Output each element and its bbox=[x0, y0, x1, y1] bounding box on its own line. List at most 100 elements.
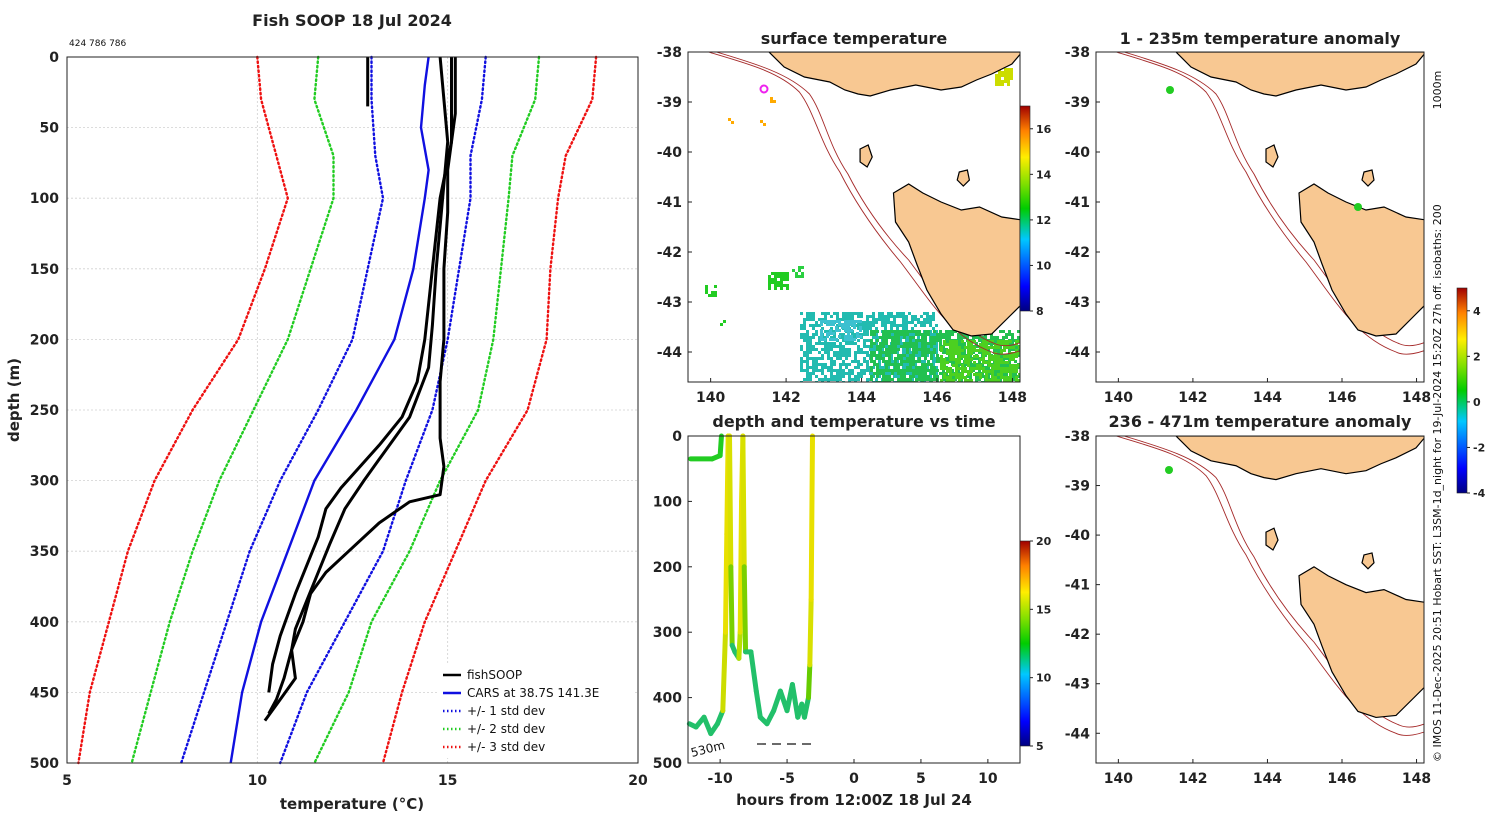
sst-pixel bbox=[891, 372, 894, 375]
sst-pixel bbox=[1009, 373, 1012, 376]
map-y-tick-label: -39 bbox=[1065, 479, 1090, 495]
sst-pixel bbox=[760, 120, 763, 123]
sst-pixel bbox=[866, 360, 869, 363]
sst-pixel bbox=[967, 349, 970, 352]
sst-pixel bbox=[978, 336, 981, 339]
sst-pixel bbox=[859, 326, 862, 329]
sst-pixel bbox=[985, 343, 988, 346]
anomaly-2-obs-point bbox=[1165, 466, 1173, 474]
sst-pixel bbox=[896, 345, 899, 348]
sst-pixel bbox=[847, 323, 850, 326]
sst-pixel bbox=[987, 366, 990, 369]
sst-pixel bbox=[851, 312, 854, 315]
sst-pixel bbox=[857, 375, 860, 378]
sst-pixel bbox=[964, 376, 967, 379]
sst-pixel bbox=[921, 366, 924, 369]
sst-pixel bbox=[972, 363, 975, 366]
sst-pixel bbox=[930, 357, 933, 360]
sst-pixel bbox=[924, 369, 927, 372]
sst-pixel bbox=[1008, 330, 1011, 333]
legend-entry-std1: +/- 1 std dev bbox=[467, 704, 545, 718]
sst-pixel bbox=[914, 363, 917, 366]
sst-pixel bbox=[903, 345, 906, 348]
sst-pixel bbox=[850, 335, 853, 338]
sst-pixel bbox=[897, 330, 900, 333]
sst-pixel bbox=[932, 357, 935, 360]
sst-pixel bbox=[803, 360, 806, 363]
sst-pixel bbox=[844, 335, 847, 338]
sst-pixel bbox=[836, 312, 839, 315]
sst-pixel bbox=[932, 345, 935, 348]
sst-pixel bbox=[844, 320, 847, 323]
sst-pixel bbox=[723, 320, 726, 323]
sst-pixel bbox=[771, 278, 774, 281]
sst-pixel bbox=[924, 333, 927, 336]
sst-pixel bbox=[960, 351, 963, 354]
sst-pixel bbox=[857, 372, 860, 375]
time-x-tick-label: 0 bbox=[849, 771, 859, 787]
sst-pixel bbox=[1012, 364, 1015, 367]
sst-pixel bbox=[964, 361, 967, 364]
sst-pixel bbox=[845, 342, 848, 345]
sst-pixel bbox=[863, 372, 866, 375]
sst-pixel bbox=[870, 375, 873, 378]
sst-pixel bbox=[1009, 370, 1012, 373]
sst-pixel bbox=[815, 366, 818, 369]
sst-pixel bbox=[833, 330, 836, 333]
sst-pixel bbox=[878, 375, 881, 378]
sst-pixel bbox=[897, 342, 900, 345]
sst-pixel bbox=[891, 342, 894, 345]
sst-pixel bbox=[1009, 379, 1012, 382]
sst-pixel bbox=[998, 74, 1001, 77]
sst-pixel bbox=[836, 315, 839, 318]
colorbar-tick-label: 12 bbox=[1036, 214, 1051, 227]
sst-pixel bbox=[993, 339, 996, 342]
sst-pixel bbox=[851, 342, 854, 345]
sst-pixel bbox=[939, 372, 942, 375]
sst-pixel bbox=[830, 366, 833, 369]
sst-pixel bbox=[1003, 361, 1006, 364]
sst-pixel bbox=[930, 363, 933, 366]
sst-pixel bbox=[979, 364, 982, 367]
sst-pixel bbox=[960, 357, 963, 360]
sst-pixel bbox=[824, 315, 827, 318]
sst-pixel bbox=[979, 367, 982, 370]
profile-y-tick-label: 100 bbox=[30, 191, 59, 207]
sst-pixel bbox=[876, 348, 879, 351]
sst-pixel bbox=[891, 336, 894, 339]
sst-pixel bbox=[826, 335, 829, 338]
sst-pixel bbox=[854, 333, 857, 336]
sst-pixel bbox=[848, 369, 851, 372]
sst-pixel bbox=[929, 315, 932, 318]
sst-pixel bbox=[885, 378, 888, 381]
sst-pixel bbox=[824, 378, 827, 381]
sst-pixel bbox=[975, 357, 978, 360]
sst-pixel bbox=[927, 378, 930, 381]
sst-pixel bbox=[854, 336, 857, 339]
sst-pixel bbox=[917, 336, 920, 339]
sst-pixel bbox=[845, 315, 848, 318]
sst-pixel bbox=[961, 364, 964, 367]
sst-pixel bbox=[940, 346, 943, 349]
colorbar-tick-label: 20 bbox=[1036, 535, 1052, 548]
sst-pixel bbox=[905, 318, 908, 321]
sst-pixel bbox=[821, 357, 824, 360]
sst-pixel bbox=[830, 369, 833, 372]
colorbar-tick-label: 10 bbox=[1036, 672, 1052, 685]
sst-pixel bbox=[812, 372, 815, 375]
sst-pixel bbox=[847, 320, 850, 323]
time-track-segment bbox=[741, 564, 749, 655]
sst-pixel bbox=[881, 321, 884, 324]
sst-pixel bbox=[863, 321, 866, 324]
sst-pixel bbox=[988, 358, 991, 361]
sst-pixel bbox=[839, 351, 842, 354]
sst-pixel bbox=[945, 372, 948, 375]
sst-pixel bbox=[869, 315, 872, 318]
sst-pixel bbox=[812, 345, 815, 348]
sst-pixel bbox=[786, 272, 789, 275]
sst-pixel bbox=[1014, 372, 1017, 375]
sst-pixel bbox=[1000, 340, 1003, 343]
sst-pixel bbox=[848, 375, 851, 378]
sst-pixel bbox=[815, 357, 818, 360]
sst-pixel bbox=[891, 363, 894, 366]
